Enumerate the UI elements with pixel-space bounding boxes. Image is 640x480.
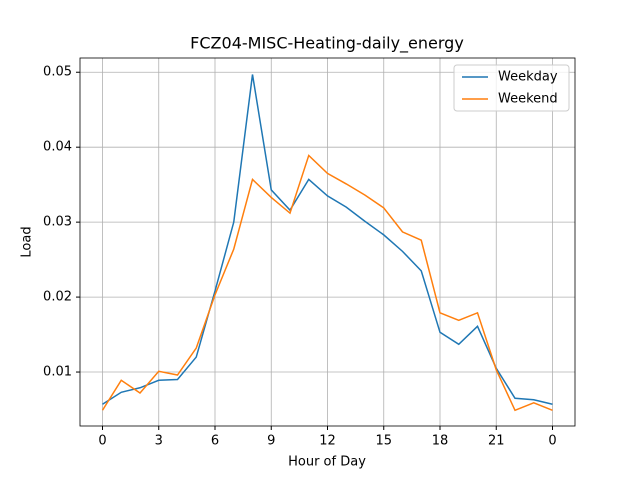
line [102,74,553,405]
y-axis-label: Load [20,226,35,257]
chart-title: FCZ04-MISC-Heating-daily_energy [190,34,464,54]
x-tick-label: 15 [375,434,392,449]
line [101,154,553,412]
y-tick-label: 0.03 [43,215,72,230]
x-tick-label: 12 [319,434,336,449]
x-tick-label: 0 [548,434,556,449]
x-tick-label: 3 [155,434,163,449]
x-tick-label: 9 [267,434,275,449]
y-tick-label: 0.02 [43,290,72,305]
y-tick-label: 0.04 [43,140,72,155]
x-axis-label: Hour of Day [288,455,366,470]
legend-label: Weekday [498,70,558,85]
legend-label: Weekend [498,92,558,107]
axes-frame [79,57,576,427]
y-tick-label: 0.05 [43,65,72,80]
x-tick-label: 6 [211,434,219,449]
y-tick-label: 0.01 [43,365,72,380]
x-tick-label: 18 [432,434,449,449]
x-tick-label: 0 [98,434,106,449]
x-tick-label: 21 [488,434,505,449]
